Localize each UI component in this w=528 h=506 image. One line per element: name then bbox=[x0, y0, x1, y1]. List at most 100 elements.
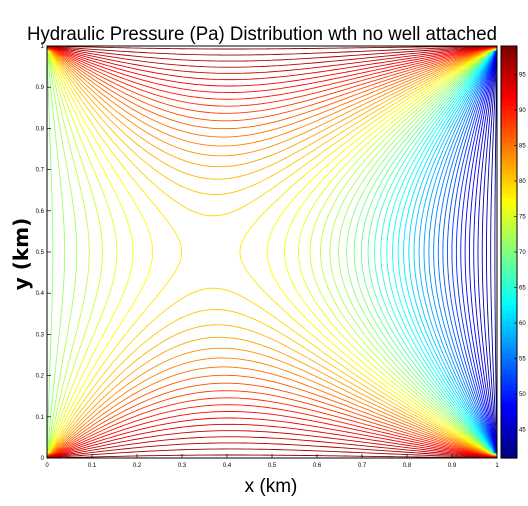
colorbar-segment bbox=[501, 66, 517, 71]
colorbar-segment bbox=[501, 262, 517, 267]
colorbar-segment bbox=[501, 70, 517, 75]
colorbar-segment bbox=[501, 174, 517, 179]
y-tick-label: 0.1 bbox=[36, 415, 45, 421]
x-tick-label: 0.7 bbox=[358, 463, 367, 469]
colorbar-segment bbox=[501, 258, 517, 263]
colorbar-segment bbox=[501, 358, 517, 363]
colorbar-segment bbox=[501, 146, 517, 151]
colorbar-segment bbox=[501, 298, 517, 303]
x-tick-label: 0 bbox=[45, 463, 49, 469]
colorbar-segment bbox=[501, 198, 517, 203]
y-tick-label: 0.8 bbox=[36, 126, 45, 132]
colorbar-segment bbox=[501, 398, 517, 403]
colorbar-segment bbox=[501, 266, 517, 271]
y-tick-label: 0.3 bbox=[36, 332, 45, 338]
colorbar-segment bbox=[501, 254, 517, 259]
colorbar-segment bbox=[501, 194, 517, 199]
x-tick-label: 0.4 bbox=[223, 463, 232, 469]
colorbar-segment bbox=[501, 62, 517, 67]
colorbar-segment bbox=[501, 438, 517, 443]
colorbar-segment bbox=[501, 110, 517, 115]
x-tick-label: 0.8 bbox=[403, 463, 412, 469]
colorbar-segment bbox=[501, 130, 517, 135]
colorbar-segment bbox=[501, 282, 517, 287]
colorbar-segment bbox=[501, 410, 517, 415]
colorbar-segment bbox=[501, 294, 517, 299]
colorbar-segment bbox=[501, 54, 517, 59]
x-tick-label: 0.5 bbox=[268, 463, 277, 469]
colorbar-segment bbox=[501, 374, 517, 379]
colorbar-segment bbox=[501, 122, 517, 127]
colorbar-tick-label: 90 bbox=[519, 108, 526, 114]
colorbar-tick-label: 85 bbox=[519, 143, 526, 149]
x-tick-label: 0.6 bbox=[313, 463, 322, 469]
colorbar-segment bbox=[501, 426, 517, 431]
y-tick-label: 0.2 bbox=[36, 374, 45, 380]
y-tick-label: 0 bbox=[41, 456, 45, 462]
y-tick-label: 0.5 bbox=[36, 250, 45, 256]
colorbar-segment bbox=[501, 290, 517, 295]
colorbar-segment bbox=[501, 434, 517, 439]
colorbar-tick-label: 45 bbox=[519, 428, 526, 434]
colorbar-segment bbox=[501, 202, 517, 207]
colorbar-segment bbox=[501, 238, 517, 243]
colorbar-segment bbox=[501, 98, 517, 103]
colorbar-segment bbox=[501, 46, 517, 51]
colorbar-segment bbox=[501, 402, 517, 407]
colorbar-segment bbox=[501, 106, 517, 111]
colorbar-segment bbox=[501, 454, 517, 459]
colorbar-segment bbox=[501, 186, 517, 191]
colorbar-segment bbox=[501, 318, 517, 323]
colorbar-segment bbox=[501, 302, 517, 307]
colorbar-segment bbox=[501, 222, 517, 227]
colorbar-segment bbox=[501, 170, 517, 175]
x-tick-label: 1 bbox=[495, 463, 499, 469]
colorbar-segment bbox=[501, 102, 517, 107]
plot-background bbox=[47, 46, 497, 458]
colorbar-tick-label: 70 bbox=[519, 250, 526, 256]
colorbar-segment bbox=[501, 286, 517, 291]
colorbar-segment bbox=[501, 246, 517, 251]
colorbar-segment bbox=[501, 138, 517, 143]
colorbar-segment bbox=[501, 310, 517, 315]
colorbar-segment bbox=[501, 218, 517, 223]
x-tick-label: 0.1 bbox=[88, 463, 97, 469]
colorbar-segment bbox=[501, 190, 517, 195]
colorbar-segment bbox=[501, 346, 517, 351]
y-axis-label: y (km) bbox=[9, 218, 33, 290]
colorbar-segment bbox=[501, 214, 517, 219]
colorbar-segment bbox=[501, 82, 517, 87]
colorbar-segment bbox=[501, 278, 517, 283]
colorbar-segment bbox=[501, 154, 517, 159]
colorbar-segment bbox=[501, 158, 517, 163]
colorbar-segment bbox=[501, 250, 517, 255]
colorbar-segment bbox=[501, 118, 517, 123]
x-tick-label: 0.3 bbox=[178, 463, 187, 469]
colorbar-segment bbox=[501, 354, 517, 359]
colorbar-segment bbox=[501, 334, 517, 339]
colorbar-segment bbox=[501, 390, 517, 395]
colorbar-segment bbox=[501, 414, 517, 419]
colorbar-segment bbox=[501, 378, 517, 383]
colorbar-segment bbox=[501, 362, 517, 367]
colorbar-segment bbox=[501, 114, 517, 119]
colorbar-segment bbox=[501, 350, 517, 355]
colorbar-tick-label: 60 bbox=[519, 321, 526, 327]
colorbar-segment bbox=[501, 330, 517, 335]
colorbar-segment bbox=[501, 242, 517, 247]
colorbar-segment bbox=[501, 182, 517, 187]
colorbar-segment bbox=[501, 450, 517, 455]
colorbar-segment bbox=[501, 230, 517, 235]
colorbar-segment bbox=[501, 446, 517, 451]
colorbar-segment bbox=[501, 270, 517, 275]
colorbar-segment bbox=[501, 178, 517, 183]
colorbar-segment bbox=[501, 422, 517, 427]
colorbar-segment bbox=[501, 210, 517, 215]
x-tick-label: 0.2 bbox=[133, 463, 142, 469]
colorbar-segment bbox=[501, 366, 517, 371]
colorbar-segment bbox=[501, 134, 517, 139]
colorbar-segment bbox=[501, 386, 517, 391]
x-tick-label: 0.9 bbox=[448, 463, 457, 469]
colorbar-segment bbox=[501, 74, 517, 79]
colorbar-segment bbox=[501, 126, 517, 131]
